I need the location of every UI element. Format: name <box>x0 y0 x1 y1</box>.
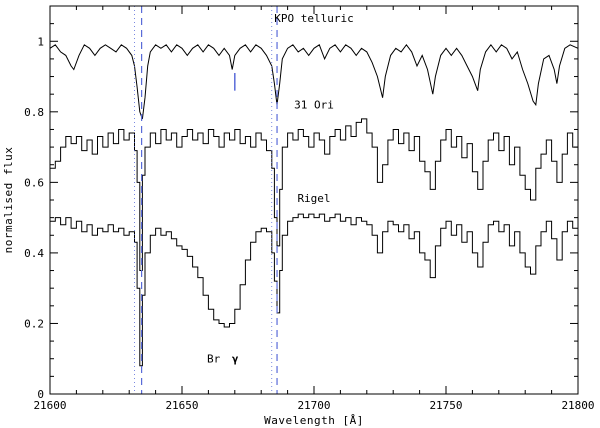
y-tick-label: 1 <box>37 35 44 48</box>
x-tick-label: 21600 <box>33 399 66 412</box>
x-tick-label: 21750 <box>429 399 462 412</box>
y-tick-label: 0.4 <box>24 247 44 260</box>
x-tick-label: 21800 <box>561 399 594 412</box>
y-tick-label: 0 <box>37 388 44 401</box>
x-tick-label: 21700 <box>297 399 330 412</box>
annotation-gamma-glyph: γ <box>232 353 239 366</box>
x-tick-label: 21650 <box>165 399 198 412</box>
series-line-kpo-telluric <box>49 43 579 120</box>
tick-labels: 21600 21650 21700 21750 21800 0 0.2 0.4 0.6 0.8 1 <box>24 35 594 412</box>
series-line-31-ori <box>50 118 579 271</box>
annotation-br-gamma: Br γ <box>207 353 239 366</box>
annotation-br-text: Br <box>207 353 221 366</box>
series-label-31-ori: 31 Ori <box>294 98 334 111</box>
y-tick-label: 0.8 <box>24 106 44 119</box>
x-axis-label: Wavelength [Å] <box>264 414 364 427</box>
data-layer <box>49 43 579 367</box>
series-label-rigel: Rigel <box>297 192 330 205</box>
y-tick-label: 0.6 <box>24 176 44 189</box>
series-line-rigel <box>50 213 579 367</box>
series-label-kpo-telluric: KPO telluric <box>274 12 353 25</box>
reference-lines <box>134 6 278 394</box>
y-tick-label: 0.2 <box>24 317 44 330</box>
axis-ticks <box>49 6 579 395</box>
y-axis-label: normalised flux <box>2 147 15 254</box>
